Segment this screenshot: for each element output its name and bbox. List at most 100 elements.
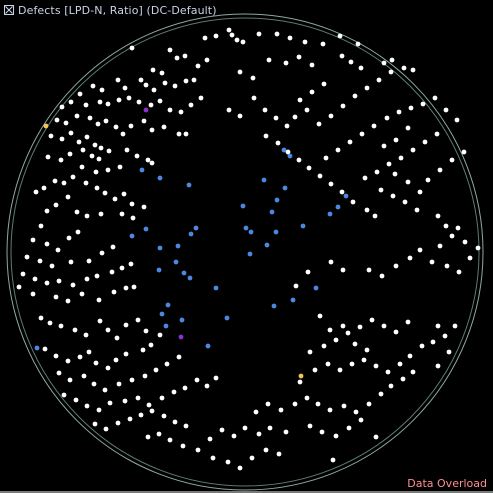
defect-point-blue <box>129 233 135 239</box>
defect-point-white <box>444 263 450 269</box>
defect-point-white <box>364 207 370 213</box>
defect-point-white <box>120 131 126 137</box>
defect-point-white <box>373 434 379 440</box>
defect-point-white <box>148 102 154 108</box>
defect-point-white <box>219 427 225 433</box>
defect-point-white <box>393 329 399 335</box>
defect-point-white <box>309 89 315 95</box>
defect-point-white <box>210 455 216 461</box>
defect-point-white <box>131 284 137 290</box>
defect-point-white <box>66 235 72 241</box>
defect-point-white <box>116 97 122 103</box>
defect-point-white <box>68 259 74 265</box>
defect-point-white <box>83 102 89 108</box>
defect-point-white <box>75 229 81 235</box>
defect-point-white <box>129 45 135 51</box>
defect-point-white <box>162 80 168 86</box>
defect-point-white <box>41 185 47 191</box>
defect-point-white <box>149 160 155 166</box>
defect-point-white <box>389 57 395 63</box>
defect-point-white <box>83 180 89 186</box>
defect-point-white <box>115 77 121 83</box>
defect-point-white <box>327 327 333 333</box>
defect-point-white <box>146 402 152 408</box>
defect-point-white <box>96 156 102 162</box>
defect-point-white <box>381 323 387 329</box>
defect-point-white <box>362 175 368 181</box>
defect-point-white <box>393 137 399 143</box>
defect-point-white <box>68 130 74 136</box>
defect-point-white <box>207 436 213 442</box>
defect-point-white <box>138 412 144 418</box>
defect-point-white <box>378 187 384 193</box>
defect-point-white <box>67 377 73 383</box>
defect-point-blue <box>240 203 246 209</box>
defect-point-white <box>45 154 51 160</box>
defect-point-white <box>405 319 411 325</box>
defect-point-white <box>274 31 280 37</box>
defect-point-white <box>122 398 128 404</box>
defect-point-white <box>16 284 22 290</box>
defect-point-white <box>443 107 449 113</box>
defect-point-white <box>149 408 155 414</box>
defect-point-white <box>240 39 246 45</box>
defect-point-white <box>79 164 85 170</box>
defect-point-white <box>321 81 327 87</box>
defect-point-white <box>148 342 154 348</box>
panel-bottom-border <box>0 491 493 493</box>
defect-point-blue <box>143 226 149 232</box>
defect-point-white <box>37 258 43 264</box>
defect-point-white <box>24 254 30 260</box>
defect-point-white <box>381 143 387 149</box>
defect-point-white <box>316 121 322 127</box>
defect-point-white <box>134 153 140 159</box>
defect-point-white <box>265 401 271 407</box>
defect-point-white <box>376 77 382 83</box>
defect-point-white <box>44 208 50 214</box>
defect-point-blue <box>193 225 199 231</box>
defect-point-white <box>317 313 323 319</box>
defect-point-white <box>30 237 36 243</box>
defect-point-white <box>372 213 378 219</box>
defect-point-white <box>174 55 180 61</box>
defect-point-white <box>323 155 329 161</box>
defect-point-white <box>307 349 313 355</box>
defect-point-white <box>129 201 135 207</box>
defect-point-white <box>49 263 55 269</box>
defect-point-white <box>102 387 108 393</box>
defect-point-white <box>105 101 111 107</box>
defect-point-white <box>142 373 148 379</box>
defect-point-white <box>68 99 74 105</box>
defect-point-white <box>425 177 431 183</box>
defect-point-white <box>256 431 262 437</box>
defect-point-white <box>63 120 69 126</box>
defect-point-white <box>400 376 406 382</box>
defect-point-white <box>345 330 351 336</box>
defect-point-white <box>107 400 113 406</box>
defect-point-white <box>407 255 413 261</box>
defect-point-white <box>77 91 83 97</box>
defect-point-white <box>77 354 83 360</box>
defect-point-white <box>183 131 189 137</box>
checkbox-x-icon[interactable] <box>4 5 14 15</box>
defect-point-white <box>454 117 460 123</box>
defect-point-white <box>96 407 102 413</box>
defect-point-white <box>84 134 90 140</box>
defect-point-white <box>44 280 50 286</box>
defect-point-white <box>385 369 391 375</box>
panel-title-bar: Defects [LPD-N, Ratio] (DC-Default) <box>4 2 217 18</box>
defect-point-white <box>116 381 122 387</box>
defect-point-white <box>398 155 404 161</box>
defect-point-white <box>204 383 210 389</box>
defect-point-white <box>386 161 392 167</box>
defect-point-blue <box>181 270 187 276</box>
defect-point-white <box>429 259 435 265</box>
defect-point-purple <box>143 107 149 113</box>
defect-point-blue <box>186 182 192 188</box>
defect-point-purple <box>178 334 184 340</box>
defect-point-white <box>437 243 443 249</box>
defect-point-blue <box>205 343 211 349</box>
defect-point-white <box>369 317 375 323</box>
